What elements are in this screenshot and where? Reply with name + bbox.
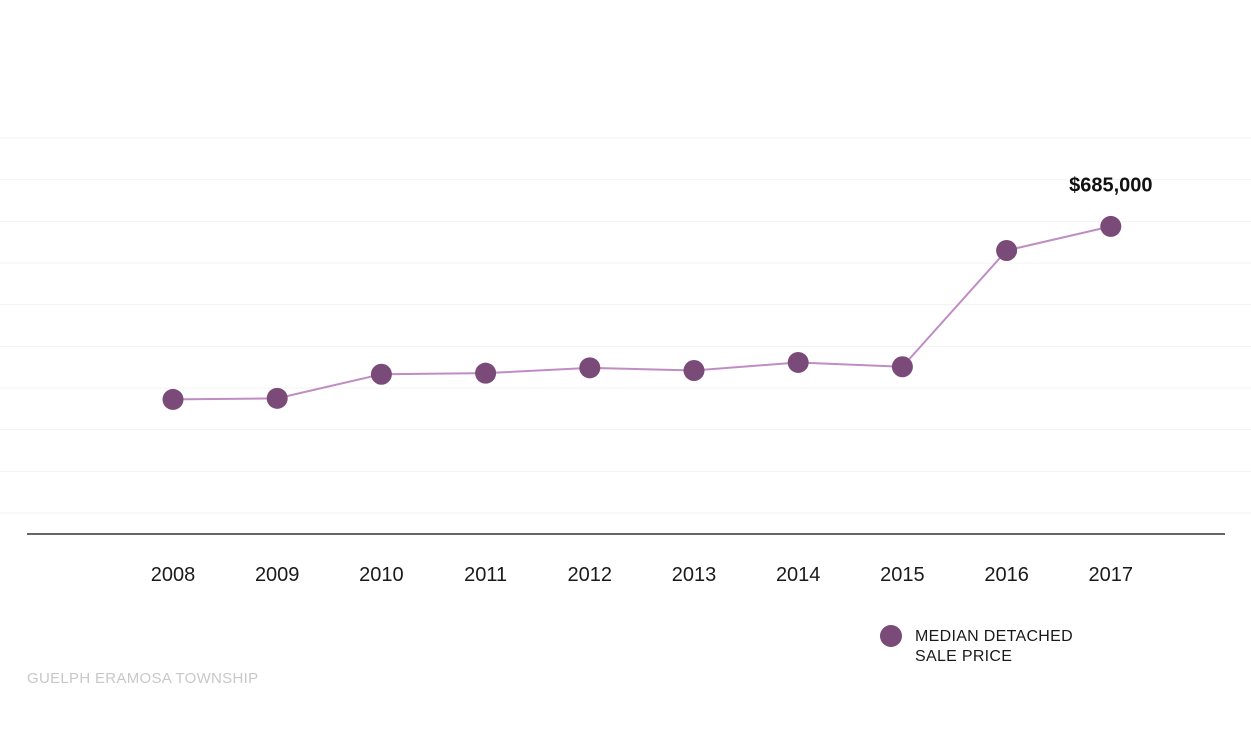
- data-point: [266, 387, 288, 409]
- x-tick-label: 2013: [672, 564, 717, 586]
- x-tick-label: 2009: [255, 564, 300, 586]
- data-point: [683, 360, 705, 381]
- grid-lines: [0, 137, 1251, 514]
- series-line-layer: [172, 225, 1112, 401]
- x-tick-label: 2010: [359, 564, 404, 586]
- x-tick-label: 2017: [1089, 564, 1134, 586]
- data-point: [996, 240, 1018, 261]
- x-tick-label: 2008: [151, 564, 196, 586]
- x-tick-label: 2012: [568, 564, 613, 586]
- value-annotation: $685,000: [1069, 174, 1152, 196]
- x-tick-label: 2011: [464, 564, 507, 586]
- legend-label: MEDIAN DETACHED SALE PRICE: [915, 628, 1073, 665]
- x-tick-labels: 2008 2009 2010 2011 2012 2013 2014 2015 2016 2017: [151, 564, 1133, 586]
- series-line: [172, 225, 1112, 401]
- annotations: $685,000: [1069, 174, 1152, 196]
- source-label: GUELPH ERAMOSA TOWNSHIP: [27, 670, 259, 687]
- data-point: [475, 362, 497, 384]
- data-point: [1100, 215, 1122, 237]
- legend: MEDIAN DETACHED SALE PRICE: [880, 624, 1120, 672]
- data-point: [579, 357, 601, 379]
- data-point: [370, 363, 392, 385]
- x-tick-label: 2015: [880, 564, 925, 586]
- x-tick-label: 2014: [776, 564, 821, 586]
- data-point: [891, 356, 913, 378]
- x-tick-label: 2016: [984, 564, 1029, 586]
- data-point: [787, 351, 809, 373]
- data-point: [162, 388, 184, 410]
- data-points: [162, 215, 1122, 410]
- legend-marker: [880, 625, 902, 647]
